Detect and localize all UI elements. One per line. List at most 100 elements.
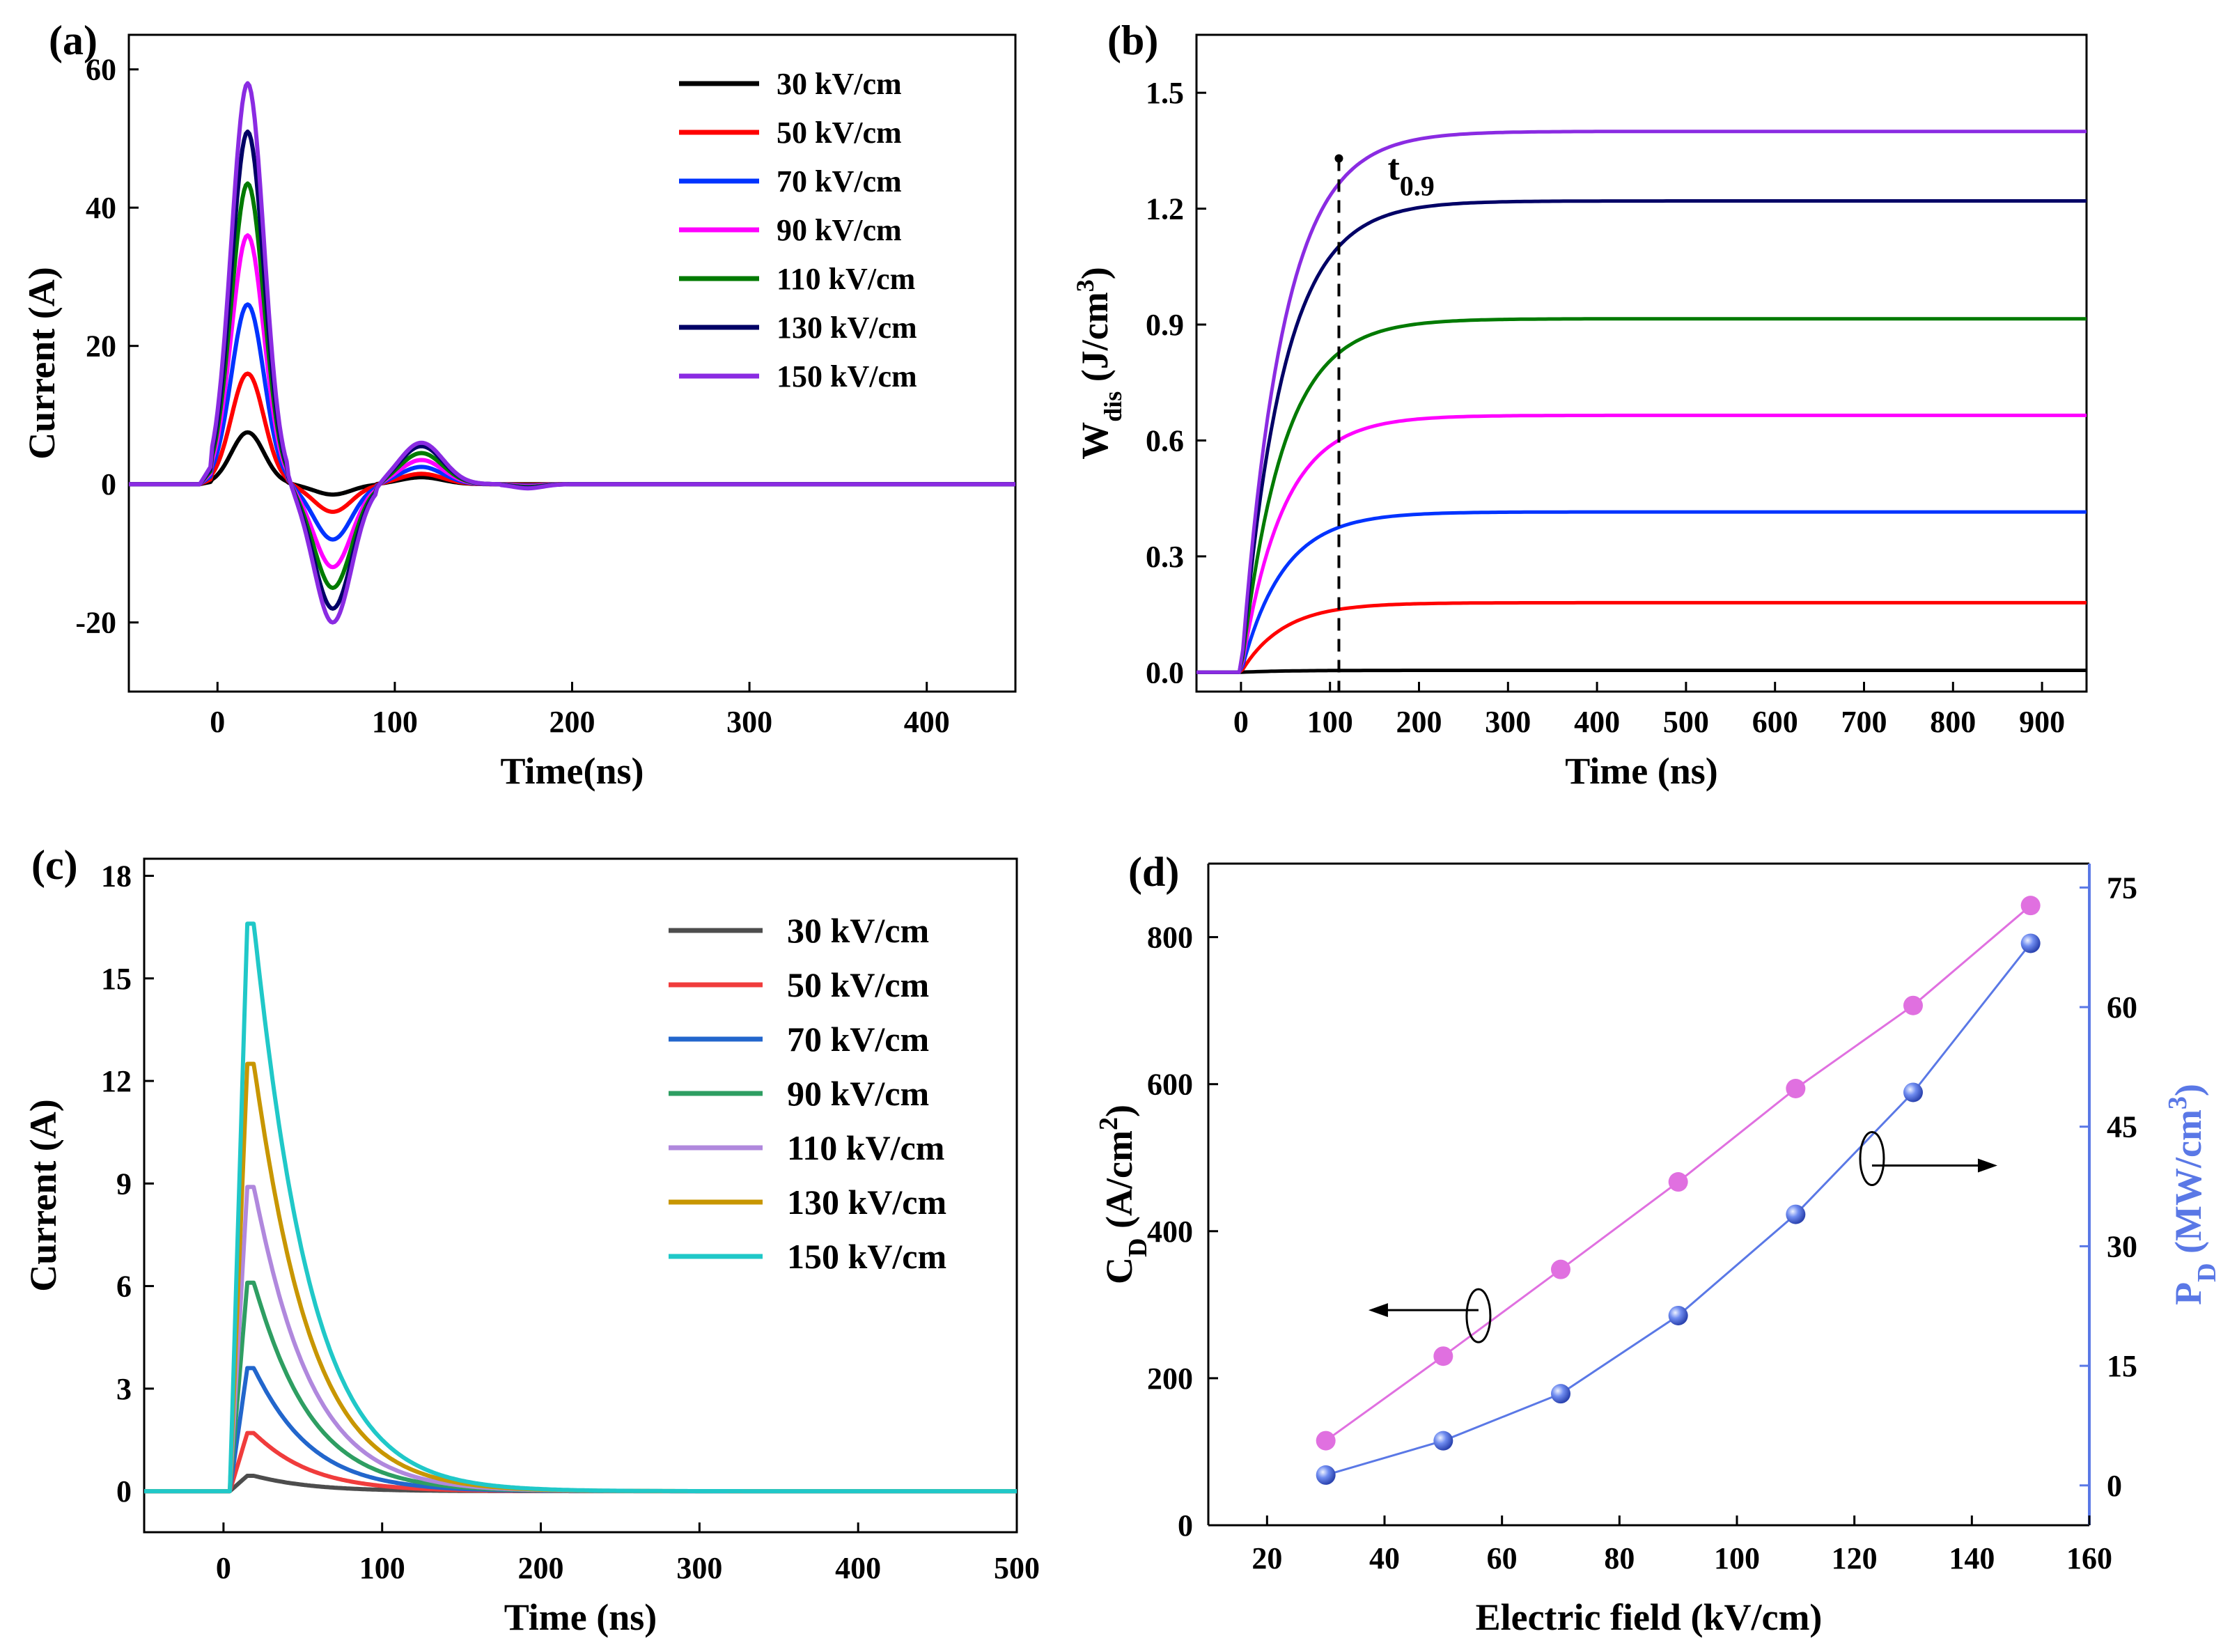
series-line bbox=[143, 1366, 1017, 1494]
panel-d: 20 40 60 80 100 120 140 160 0 200 400 600 800 0 15 30 45… bbox=[1094, 849, 2222, 1638]
x-tick-label: 100 bbox=[372, 705, 418, 739]
y-tick-label: 600 bbox=[1147, 1068, 1193, 1102]
y-tick-label: 40 bbox=[86, 191, 116, 225]
series-line bbox=[128, 371, 1016, 514]
cd-arrow-head bbox=[1368, 1303, 1388, 1318]
series-line bbox=[128, 81, 1016, 625]
y-tick-label: 15 bbox=[101, 962, 132, 996]
y-axis-label: CD (A/cm2) bbox=[1094, 1105, 1153, 1284]
pd-point bbox=[2020, 933, 2041, 953]
x-tick-label: 40 bbox=[1369, 1541, 1400, 1575]
legend-label: 110 kV/cm bbox=[787, 1128, 944, 1167]
x-tick-label: 400 bbox=[1574, 705, 1620, 739]
plot-frame bbox=[1195, 33, 2088, 693]
x-tick-label: 400 bbox=[835, 1551, 881, 1585]
y-tick-label: 3 bbox=[116, 1372, 132, 1406]
x-tick-label: 400 bbox=[904, 705, 950, 739]
y-tick-label: 0.3 bbox=[1146, 540, 1184, 574]
x-axis-label: Electric field (kV/cm) bbox=[1476, 1596, 1823, 1638]
cd-point bbox=[1316, 1431, 1336, 1451]
legend-label: 50 kV/cm bbox=[777, 116, 902, 150]
y-tick-label: 1.5 bbox=[1146, 76, 1184, 110]
pd-point bbox=[1551, 1384, 1570, 1404]
y-tick-label: -20 bbox=[75, 606, 116, 640]
legend-label: 150 kV/cm bbox=[787, 1237, 946, 1276]
x-tick-label: 300 bbox=[1485, 705, 1531, 739]
legend-label: 110 kV/cm bbox=[777, 262, 915, 296]
x-tick-label: 500 bbox=[994, 1551, 1040, 1585]
y-tick-label: 20 bbox=[86, 329, 116, 364]
x-tick-label: 200 bbox=[518, 1551, 564, 1585]
series-line bbox=[1196, 199, 2087, 674]
series-line bbox=[143, 1280, 1017, 1494]
y-tick-label: 18 bbox=[101, 859, 132, 894]
t09-marker-dot bbox=[1334, 154, 1343, 163]
legend-label: 30 kV/cm bbox=[777, 67, 902, 101]
pd-axis-ellipse bbox=[1859, 1130, 1885, 1186]
cd-point bbox=[1433, 1346, 1453, 1366]
x-tick-label: 0 bbox=[216, 1551, 231, 1585]
x-tick-label: 100 bbox=[359, 1551, 405, 1585]
cd-point bbox=[1786, 1079, 1806, 1098]
y-tick-label: 12 bbox=[101, 1064, 132, 1098]
legend-label: 90 kV/cm bbox=[777, 213, 902, 247]
y-tick-label: 0 bbox=[1178, 1509, 1193, 1543]
y-tick-label: 9 bbox=[116, 1167, 132, 1201]
x-tick-label: 700 bbox=[1841, 705, 1887, 739]
y-tick-label: 0.0 bbox=[1146, 655, 1184, 689]
series-line bbox=[1196, 600, 2087, 674]
y-tick-label: 0 bbox=[101, 467, 116, 501]
y-tick-label: 0.9 bbox=[1146, 308, 1184, 342]
x-tick-label: 0 bbox=[1233, 705, 1249, 739]
y-tick-label: 400 bbox=[1147, 1215, 1193, 1249]
x-tick-label: 120 bbox=[1832, 1541, 1878, 1575]
x-axis-label: Time (ns) bbox=[504, 1596, 657, 1638]
cd-axis-ellipse bbox=[1465, 1288, 1492, 1343]
y-tick-label: 60 bbox=[86, 53, 116, 87]
x-tick-label: 500 bbox=[1663, 705, 1709, 739]
pd-line bbox=[1325, 942, 2032, 1476]
series-line bbox=[1196, 669, 2087, 674]
plot-frame bbox=[143, 857, 1018, 1534]
cd-point bbox=[1551, 1259, 1570, 1279]
x-tick-label: 300 bbox=[676, 1551, 722, 1585]
y-axis-label: Current (A) bbox=[21, 267, 63, 459]
x-tick-label: 200 bbox=[549, 705, 595, 739]
x-tick-label: 900 bbox=[2019, 705, 2065, 739]
x-tick-label: 60 bbox=[1487, 1541, 1518, 1575]
series-line bbox=[1196, 510, 2087, 674]
x-tick-label: 200 bbox=[1396, 705, 1442, 739]
series-line bbox=[1196, 317, 2087, 674]
legend-label: 70 kV/cm bbox=[787, 1020, 929, 1059]
y-axis-label: Current (A) bbox=[22, 1099, 64, 1291]
panel-label: (d) bbox=[1128, 849, 1179, 895]
x-tick-label: 100 bbox=[1714, 1541, 1760, 1575]
x-tick-label: 80 bbox=[1604, 1541, 1635, 1575]
series-line bbox=[1196, 413, 2087, 674]
series-line bbox=[1196, 130, 2087, 674]
cd-point bbox=[1903, 995, 1923, 1015]
legend-label: 150 kV/cm bbox=[777, 359, 917, 393]
y2-tick-label: 30 bbox=[2107, 1229, 2137, 1263]
x-tick-label: 160 bbox=[2066, 1541, 2112, 1575]
pd-point bbox=[1786, 1204, 1806, 1224]
x-axis-label: Time (ns) bbox=[1565, 750, 1718, 792]
series-line bbox=[143, 921, 1017, 1494]
panel-b: 0 100 200 300 400 500 600 700 800 900 0.0 0.3 0.6 0.9… bbox=[1071, 17, 2088, 792]
panel-label: (c) bbox=[31, 842, 78, 888]
x-tick-label: 800 bbox=[1930, 705, 1976, 739]
panel-label: (b) bbox=[1107, 17, 1158, 63]
x-tick-label: 100 bbox=[1307, 705, 1353, 739]
legend-label: 90 kV/cm bbox=[787, 1074, 929, 1113]
cd-point bbox=[2020, 896, 2041, 916]
x-tick-label: 0 bbox=[210, 705, 225, 739]
cd-point bbox=[1668, 1172, 1688, 1192]
legend-label: 50 kV/cm bbox=[787, 965, 929, 1004]
y-tick-label: 0 bbox=[116, 1474, 132, 1509]
x-tick-label: 20 bbox=[1252, 1541, 1282, 1575]
y2-tick-label: 0 bbox=[2107, 1469, 2122, 1503]
y2-tick-label: 45 bbox=[2107, 1110, 2137, 1144]
legend-label: 30 kV/cm bbox=[787, 911, 929, 950]
panel-c: 0 100 200 300 400 500 0 3 6 9 12 15 18 (c) Time (ns) Cu… bbox=[22, 842, 1040, 1638]
